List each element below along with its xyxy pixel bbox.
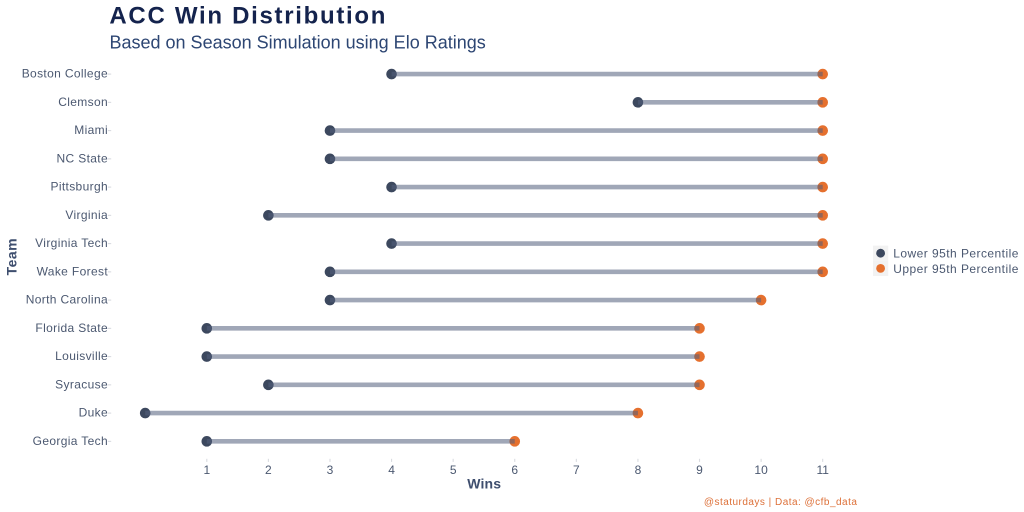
svg-text:Miami: Miami (74, 123, 108, 137)
svg-text:Louisville: Louisville (55, 349, 108, 363)
svg-text:8: 8 (635, 463, 642, 477)
svg-text:6: 6 (511, 463, 518, 477)
svg-text:10: 10 (754, 463, 768, 477)
svg-text:NC State: NC State (57, 151, 109, 165)
svg-text:Florida State: Florida State (35, 321, 108, 335)
svg-text:ACC Win Distribution: ACC Win Distribution (109, 2, 387, 29)
svg-text:Wins: Wins (467, 476, 501, 492)
svg-text:Team: Team (4, 238, 20, 275)
svg-text:Virginia: Virginia (65, 208, 108, 222)
svg-text:Lower 95th Percentile: Lower 95th Percentile (893, 247, 1019, 261)
svg-text:Duke: Duke (79, 406, 108, 420)
svg-text:3: 3 (327, 463, 334, 477)
svg-text:1: 1 (203, 463, 210, 477)
svg-text:2: 2 (265, 463, 272, 477)
svg-text:11: 11 (816, 463, 829, 477)
svg-text:Upper 95th Percentile: Upper 95th Percentile (893, 262, 1019, 276)
svg-text:9: 9 (696, 463, 703, 477)
svg-text:Pittsburgh: Pittsburgh (50, 180, 108, 194)
svg-text:@staturdays | Data: @cfb_data: @staturdays | Data: @cfb_data (704, 497, 858, 508)
svg-text:Syracuse: Syracuse (55, 377, 108, 391)
svg-text:Wake Forest: Wake Forest (37, 264, 109, 278)
svg-text:4: 4 (388, 463, 395, 477)
svg-text:7: 7 (573, 463, 580, 477)
svg-text:Boston College: Boston College (22, 67, 108, 81)
svg-text:Virginia Tech: Virginia Tech (35, 236, 108, 250)
svg-text:Clemson: Clemson (58, 95, 108, 109)
svg-text:Georgia Tech: Georgia Tech (33, 434, 108, 448)
svg-text:5: 5 (450, 463, 457, 477)
svg-text:North Carolina: North Carolina (26, 293, 108, 307)
svg-text:Based on Season Simulation usi: Based on Season Simulation using Elo Rat… (110, 33, 486, 53)
